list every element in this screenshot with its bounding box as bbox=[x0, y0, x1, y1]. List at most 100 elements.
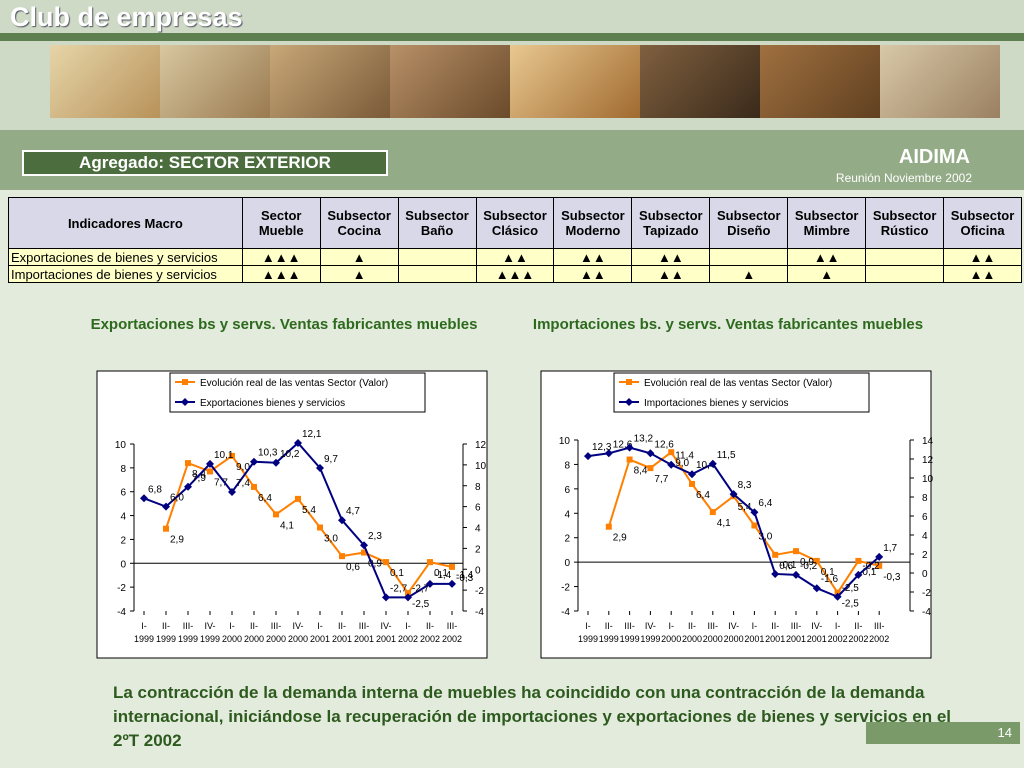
table-cell: ▲▲▲ bbox=[241, 265, 321, 283]
marker bbox=[316, 464, 324, 473]
marker bbox=[647, 465, 654, 472]
marker bbox=[207, 468, 213, 475]
org: AIDIMA bbox=[898, 146, 970, 168]
marker bbox=[273, 511, 279, 518]
data-label: 7,7 bbox=[214, 477, 228, 488]
series-line bbox=[607, 450, 880, 595]
marker bbox=[184, 482, 192, 491]
x-tick-label: IV- bbox=[204, 621, 215, 631]
header-cell: Subsector Moderno bbox=[553, 197, 633, 249]
y2-tick-label: 4 bbox=[922, 531, 928, 542]
marker bbox=[250, 457, 258, 466]
data-label: 8,3 bbox=[738, 480, 752, 491]
x-tick-label: 1999 bbox=[200, 634, 220, 644]
marker bbox=[162, 502, 170, 511]
marker bbox=[584, 452, 592, 461]
data-label: 10,3 bbox=[258, 448, 278, 459]
data-label: 2,9 bbox=[613, 533, 627, 544]
table: Indicadores Macro Sector Mueble Subsector … bbox=[8, 197, 1022, 283]
x-tick-label: 1999 bbox=[640, 634, 660, 644]
data-label: 9,0 bbox=[236, 462, 250, 473]
x-tick-label: I- bbox=[229, 621, 235, 631]
marker bbox=[605, 523, 612, 530]
header-cell: Subsector Cocina bbox=[319, 197, 399, 249]
x-tick-label: 2001 bbox=[376, 634, 396, 644]
marker bbox=[448, 579, 456, 588]
data-label: 11,5 bbox=[717, 450, 736, 461]
x-tick-label: III- bbox=[708, 621, 719, 631]
data-label: -2,5 bbox=[842, 583, 860, 594]
y-tick-label: -4 bbox=[117, 607, 126, 618]
y-tick-label: 0 bbox=[120, 559, 126, 570]
table-cell: ▲▲ bbox=[631, 265, 711, 283]
marker bbox=[668, 449, 675, 456]
y2-tick-label: 2 bbox=[922, 550, 928, 561]
marker bbox=[667, 460, 676, 469]
data-label: 6,4 bbox=[258, 493, 272, 504]
header-cell: Sector Mueble bbox=[241, 197, 321, 249]
data-label: 4,1 bbox=[717, 518, 731, 529]
data-label: 6,0 bbox=[170, 493, 184, 504]
marker bbox=[771, 569, 780, 578]
data-label: 6,8 bbox=[148, 484, 162, 495]
y-tick-label: -4 bbox=[561, 607, 570, 618]
x-tick-label: II- bbox=[605, 621, 613, 631]
y-tick-label: 6 bbox=[564, 485, 570, 496]
marker bbox=[251, 483, 257, 490]
data-label: 0,6 bbox=[779, 561, 793, 572]
marker bbox=[875, 552, 884, 561]
y2-tick-label: 8 bbox=[475, 482, 481, 493]
x-tick-label: II- bbox=[162, 621, 170, 631]
data-label: 10,4 bbox=[696, 460, 716, 471]
y2-tick-label: 6 bbox=[475, 503, 481, 514]
marker bbox=[751, 522, 758, 529]
data-label: 1,7 bbox=[883, 543, 897, 554]
x-tick-label: 2001 bbox=[744, 634, 764, 644]
legend-box bbox=[169, 372, 426, 413]
x-tick-label: III- bbox=[359, 621, 370, 631]
table-cell: ▲ bbox=[319, 265, 399, 283]
x-tick-label: 2000 bbox=[703, 634, 723, 644]
y-tick-label: 0 bbox=[564, 558, 570, 569]
x-tick-label: II- bbox=[250, 621, 258, 631]
legend-box bbox=[613, 372, 870, 413]
x-tick-label: 2000 bbox=[222, 634, 242, 644]
marker bbox=[876, 562, 883, 569]
y2-tick-label: 4 bbox=[475, 524, 481, 535]
data-label: -0,2 bbox=[862, 561, 880, 572]
data-label: 2,3 bbox=[368, 531, 382, 542]
data-label: 3,0 bbox=[324, 534, 338, 545]
x-tick-label: I- bbox=[668, 621, 674, 631]
y-tick-label: 8 bbox=[120, 464, 126, 475]
marker bbox=[792, 570, 800, 579]
marker bbox=[427, 559, 433, 566]
data-label: 11,4 bbox=[675, 451, 694, 462]
legend-label: Importaciones bienes y servicios bbox=[644, 398, 789, 409]
data-label: 13,2 bbox=[634, 434, 654, 445]
data-label: -2,5 bbox=[412, 599, 430, 610]
table-cell bbox=[865, 265, 945, 283]
y2-tick-label: -4 bbox=[475, 607, 484, 618]
data-label: -0,1 bbox=[779, 560, 797, 571]
y2-tick-label: 2 bbox=[475, 544, 481, 555]
y-tick-label: 10 bbox=[559, 436, 571, 447]
y2-tick-label: 0 bbox=[475, 565, 481, 576]
y-tick-label: 2 bbox=[120, 535, 126, 546]
data-label: -0,2 bbox=[800, 561, 818, 572]
y-tick-label: -2 bbox=[561, 583, 570, 594]
photo bbox=[160, 45, 270, 118]
marker bbox=[772, 551, 779, 558]
x-tick-label: I- bbox=[752, 621, 758, 631]
page-number-box: 14 bbox=[866, 722, 1020, 744]
data-label: -0,3 bbox=[456, 573, 474, 584]
data-label: 7,4 bbox=[236, 478, 250, 489]
marker bbox=[625, 443, 634, 452]
data-label: 5,4 bbox=[738, 502, 752, 513]
x-tick-label: III- bbox=[874, 621, 885, 631]
y2-tick-label: -2 bbox=[475, 586, 484, 597]
header-cell: Subsector Tapizado bbox=[631, 197, 711, 249]
photo bbox=[50, 45, 160, 118]
table-cell: ▲▲ bbox=[631, 248, 711, 266]
y2-tick-label: 6 bbox=[922, 512, 928, 523]
x-tick-label: III- bbox=[447, 621, 458, 631]
